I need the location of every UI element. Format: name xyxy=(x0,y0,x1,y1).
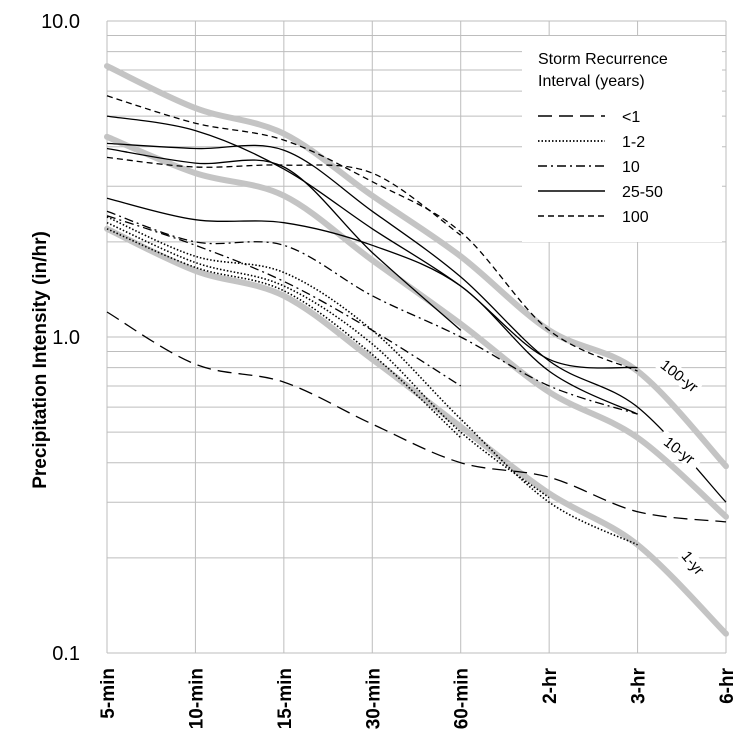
series-lines xyxy=(106,95,727,546)
legend-box xyxy=(522,36,722,242)
x-tick-label: 30-min xyxy=(363,668,384,729)
legend-label: 100 xyxy=(622,209,649,226)
legend-entries: <1 1-2 10 25-50 100 xyxy=(538,109,663,226)
series-line-4 xyxy=(106,228,462,439)
x-tick-label: 2-hr xyxy=(540,667,561,704)
y-tick-label: 0.1 xyxy=(52,643,80,665)
series-line-9 xyxy=(106,147,462,331)
envelope-label-group: 1-yr xyxy=(671,539,715,587)
series-line-3 xyxy=(106,221,550,499)
legend-label: 10 xyxy=(622,159,640,176)
x-tick-label: 5-min xyxy=(98,668,119,719)
series-line-10 xyxy=(106,197,638,415)
y-axis-title: Precipitation Intensity (in/hr) xyxy=(30,231,51,489)
series-line-11 xyxy=(106,95,638,372)
x-tick-label: 60-min xyxy=(452,668,473,729)
legend-label: 25-50 xyxy=(622,184,663,201)
legend-label: 1-2 xyxy=(622,134,645,151)
x-tick-labels: 5-min 10-min 15-min 30-min 60-min 2-hr 3-hr 6-h… xyxy=(98,667,736,729)
envelope-label-bg xyxy=(671,539,715,587)
x-tick-label: 6-hr xyxy=(717,667,736,704)
y-tick-label: 1.0 xyxy=(52,327,80,349)
series-line-6 xyxy=(106,215,462,387)
legend-title-line1: Storm Recurrence xyxy=(538,51,668,68)
x-tick-label: 3-hr xyxy=(629,667,650,704)
series-line-8 xyxy=(106,142,727,503)
envelope-label-bg xyxy=(655,354,704,398)
envelope-label-bg xyxy=(655,429,704,472)
y-tick-labels: 0.1 1.0 10.0 xyxy=(41,11,80,665)
series-line-7 xyxy=(106,115,638,369)
series-line-12 xyxy=(106,156,462,236)
legend: Storm Recurrence Interval (years) <1 1-2 1… xyxy=(522,36,722,242)
legend-label: <1 xyxy=(622,109,640,126)
x-tick-label: 10-min xyxy=(186,668,207,729)
series-line-5 xyxy=(106,210,638,415)
legend-title-line2: Interval (years) xyxy=(538,73,645,90)
x-tick-label: 15-min xyxy=(275,668,296,729)
y-tick-label: 10.0 xyxy=(41,11,80,33)
envelope-line-2 xyxy=(104,133,729,520)
series-line-2 xyxy=(106,216,638,546)
